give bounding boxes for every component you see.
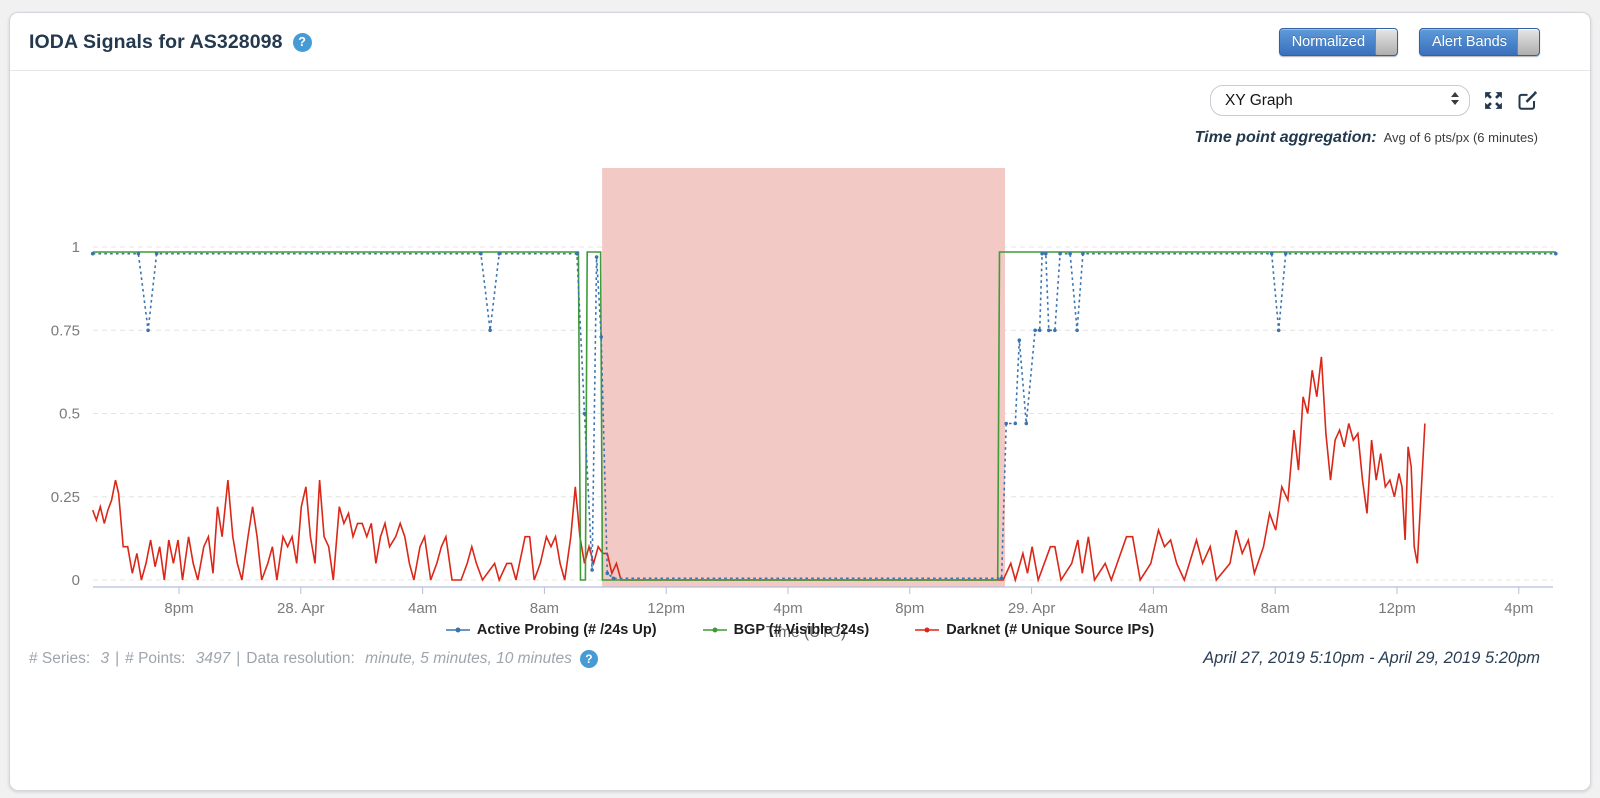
resolution-value: minute, 5 minutes, 10 minutes — [365, 650, 572, 667]
series-point — [1033, 328, 1037, 333]
series-point — [1053, 328, 1057, 333]
alert-bands-toggle[interactable]: Alert Bands — [1419, 28, 1540, 56]
series-point — [594, 255, 599, 259]
xy-graph-chart[interactable]: 0 0.25 0.5 0.75 1 8pm 28. Apr 4am 8am 12pm 4pm 8pm 2… — [0, 150, 1590, 650]
chart-legend: Active Probing (# /24s Up) BGP (# Visibl… — [10, 622, 1590, 638]
series-point — [1024, 421, 1029, 426]
series-point — [1276, 328, 1281, 333]
y-tick-label: 0.5 — [59, 406, 80, 423]
legend-label: Active Probing (# /24s Up) — [476, 622, 657, 638]
y-tick-label: 0.25 — [51, 489, 80, 506]
series-point — [154, 251, 159, 256]
active-probing-marker-icon — [445, 627, 470, 633]
normalized-toggle-label: Normalized — [1291, 33, 1366, 50]
expand-icon[interactable] — [1483, 90, 1504, 111]
edit-icon[interactable] — [1517, 90, 1538, 111]
series-point — [1068, 251, 1072, 256]
x-tick-label: 29. Apr — [1008, 600, 1056, 617]
series-point — [605, 571, 610, 576]
series-line — [92, 251, 1556, 581]
aggregation-label: Time point aggregation: — [1194, 129, 1377, 146]
series-point — [1017, 338, 1022, 342]
series-point — [497, 251, 502, 256]
bgp-marker-icon — [702, 627, 727, 633]
series-point — [488, 328, 492, 333]
graph-type-select[interactable]: XY Graph — [1210, 85, 1470, 116]
points-count-label: # Points: — [125, 650, 190, 667]
graph-type-select-wrap: XY Graph — [1210, 85, 1470, 116]
x-tick-label: 8am — [1261, 600, 1290, 617]
x-axis-title: Time (UTC) — [766, 624, 846, 641]
x-tick-label: 8pm — [164, 600, 193, 617]
series-point — [1044, 251, 1048, 256]
series-point — [1037, 328, 1042, 333]
y-tick-label: 0 — [72, 572, 80, 589]
x-tick-label: 12pm — [1378, 600, 1416, 617]
x-tick-label: 8pm — [895, 600, 924, 617]
series-point — [146, 328, 150, 333]
page-title: IODA Signals for AS328098 — [29, 30, 283, 53]
alert-band-region — [602, 168, 1005, 587]
x-tick-label: 12pm — [647, 600, 685, 617]
series-point — [1283, 251, 1288, 256]
series-point — [1075, 328, 1079, 333]
x-tick-label: 4am — [408, 600, 437, 617]
series-point — [136, 251, 141, 256]
chart-footer: # Series: 3 | # Points: 3497 | Data resoluti… — [10, 638, 1590, 668]
x-tick-label: 4pm — [1504, 600, 1533, 617]
series-count-label: # Series: — [29, 650, 95, 667]
legend-item-darknet[interactable]: Darknet (# Unique Source IPs) — [915, 622, 1154, 638]
series-line — [91, 356, 1426, 584]
series-point — [611, 576, 616, 581]
series-point — [1081, 251, 1085, 256]
normalized-toggle-knob — [1375, 29, 1398, 55]
series-point — [599, 335, 603, 339]
series-point — [1058, 251, 1062, 256]
series-point — [1004, 421, 1008, 426]
title-help-icon[interactable]: ? — [292, 32, 312, 52]
chart-controls: XY Graph Time poin — [10, 71, 1590, 147]
normalized-toggle[interactable]: Normalized — [1278, 28, 1399, 56]
card-header: IODA Signals for AS328098 ? Normalized A… — [10, 13, 1590, 71]
series-point — [999, 576, 1004, 581]
chart-svg[interactable]: 0 0.25 0.5 0.75 1 8pm 28. Apr 4am 8am 12pm 4pm 8pm 2… — [0, 150, 1600, 650]
x-tick-label: 4am — [1139, 600, 1168, 617]
series-point — [1554, 251, 1558, 256]
status-help-icon[interactable]: ? — [579, 650, 598, 668]
series-point — [1269, 251, 1274, 256]
y-tick-label: 0.75 — [51, 322, 80, 339]
resolution-label: Data resolution: — [246, 650, 360, 667]
separator: | — [236, 650, 241, 667]
series-point — [90, 251, 95, 256]
date-range: April 27, 2019 5:10pm - April 29, 2019 5… — [1203, 649, 1540, 667]
series-count-value: 3 — [100, 650, 110, 667]
series-point — [1040, 251, 1044, 256]
series-point — [590, 568, 594, 572]
chart-status: # Series: 3 | # Points: 3497 | Data resoluti… — [29, 650, 598, 668]
series-point — [1047, 328, 1051, 333]
points-count-value: 3497 — [195, 650, 231, 667]
legend-label: BGP (# Visible /24s) — [733, 622, 870, 638]
separator: | — [115, 650, 120, 667]
alert-bands-toggle-knob — [1517, 29, 1539, 55]
y-tick-label: 1 — [72, 239, 80, 256]
x-tick-label: 4pm — [773, 600, 802, 617]
legend-label: Darknet (# Unique Source IPs) — [946, 622, 1155, 638]
ioda-signals-card: IODA Signals for AS328098 ? Normalized A… — [9, 12, 1591, 791]
legend-item-bgp[interactable]: BGP (# Visible /24s) — [702, 622, 870, 638]
legend-item-active-probing[interactable]: Active Probing (# /24s Up) — [445, 622, 657, 638]
series-point — [1013, 421, 1018, 426]
series-point — [582, 411, 587, 416]
header-toggles: Normalized Alert Bands — [1278, 28, 1540, 56]
series-point — [575, 251, 579, 256]
x-tick-label: 8am — [530, 600, 559, 617]
series-point — [479, 251, 483, 256]
aggregation-value: Avg of 6 pts/px (6 minutes) — [1383, 130, 1538, 145]
alert-bands-toggle-label: Alert Bands — [1432, 33, 1507, 50]
x-tick-label: 28. Apr — [277, 600, 325, 617]
darknet-marker-icon — [915, 627, 940, 633]
